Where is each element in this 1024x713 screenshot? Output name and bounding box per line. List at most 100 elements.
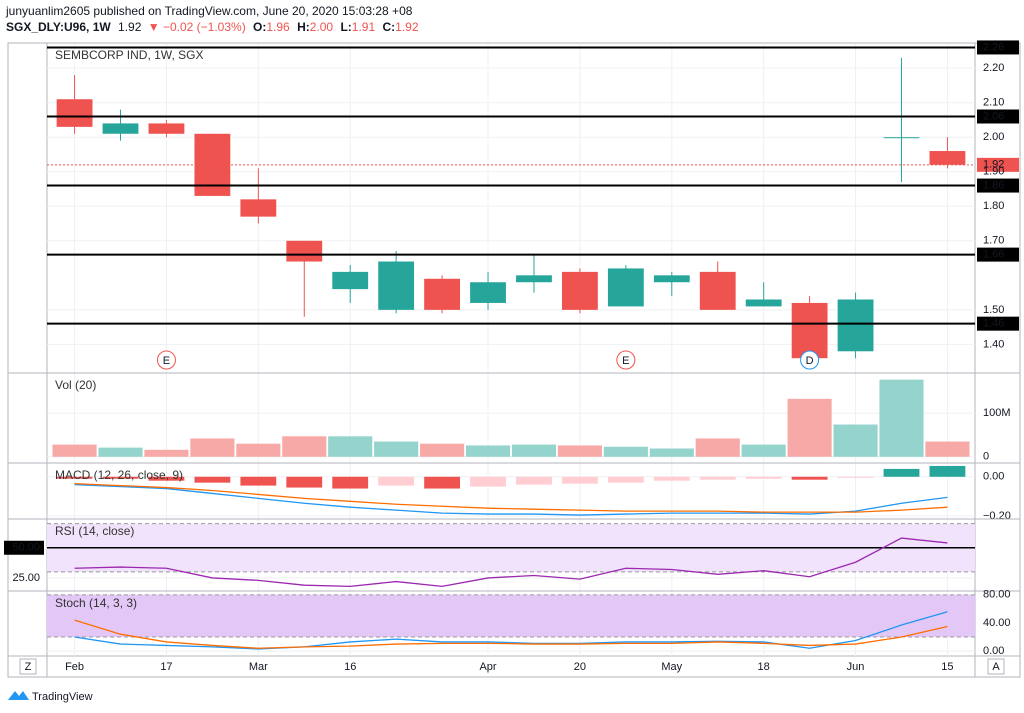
price-label-box bbox=[977, 109, 1019, 124]
volume-bar bbox=[52, 444, 97, 457]
y-tick-label: −0.20 bbox=[983, 510, 1011, 522]
histogram-bar bbox=[194, 476, 231, 483]
y-tick-label: 80.00 bbox=[983, 589, 1011, 601]
candle-body bbox=[148, 123, 185, 134]
histogram-bar bbox=[607, 476, 644, 483]
ohlc-value: 1.96 bbox=[266, 20, 290, 34]
volume-bar bbox=[557, 445, 602, 457]
event-label: E bbox=[163, 355, 170, 367]
x-tick-label: 16 bbox=[344, 661, 356, 673]
histogram-bar bbox=[929, 465, 966, 477]
histogram-bar bbox=[148, 476, 185, 481]
candle-body bbox=[653, 275, 690, 283]
price-label: 2.06 bbox=[983, 110, 1004, 122]
histogram-bar bbox=[561, 476, 598, 484]
histogram-bar bbox=[332, 476, 369, 489]
price-label: 2.26 bbox=[983, 41, 1004, 53]
y-tick-label: 1.90 bbox=[983, 166, 1004, 178]
candle-body bbox=[378, 261, 415, 310]
volume-bar bbox=[695, 438, 740, 457]
button-label[interactable]: A bbox=[992, 661, 1000, 673]
y-tick-label: 2.20 bbox=[983, 62, 1004, 74]
histogram-bar bbox=[699, 476, 736, 480]
y-tick-label: 0.00 bbox=[983, 471, 1004, 483]
histogram-bar bbox=[56, 476, 93, 479]
volume-bar bbox=[465, 445, 511, 457]
ohlc-key: C: bbox=[382, 20, 395, 34]
histogram-bar bbox=[102, 476, 139, 479]
candle-body bbox=[745, 299, 782, 307]
candle-body bbox=[332, 271, 369, 290]
price-label: 1.46 bbox=[983, 318, 1004, 330]
volume-bar bbox=[144, 449, 189, 457]
price-label: 50.00 bbox=[12, 542, 40, 554]
volume-bar bbox=[374, 441, 419, 457]
histogram-bar bbox=[286, 476, 323, 488]
histogram-bar bbox=[240, 476, 277, 486]
brand: TradingView bbox=[32, 691, 93, 703]
histogram-bar bbox=[837, 476, 874, 478]
auto-button[interactable] bbox=[987, 658, 1005, 675]
candle-body bbox=[240, 199, 277, 217]
y-tick-label: 2.10 bbox=[983, 97, 1004, 109]
ohlc-value: 2.00 bbox=[310, 20, 334, 34]
x-tick-label: 17 bbox=[160, 661, 172, 673]
d-line bbox=[74, 619, 948, 649]
histogram-bar bbox=[470, 476, 506, 487]
frame bbox=[7, 42, 1021, 678]
y-tick-label: 100M bbox=[983, 407, 1011, 419]
y-tick-label: 1.40 bbox=[983, 338, 1004, 350]
volume-bar bbox=[925, 441, 970, 457]
event-marker bbox=[800, 350, 820, 370]
button-label[interactable]: Z bbox=[25, 661, 32, 673]
x-tick-label: May bbox=[661, 661, 682, 673]
volume-bar bbox=[282, 436, 327, 457]
candle-body bbox=[929, 151, 966, 165]
x-tick-label: Feb bbox=[65, 661, 84, 673]
y-tick-label: 1.50 bbox=[983, 304, 1004, 316]
candle-body bbox=[470, 282, 506, 303]
k-line bbox=[74, 611, 948, 650]
band bbox=[47, 594, 975, 638]
x-tick-label: Jun bbox=[847, 661, 865, 673]
ohlc-key: H: bbox=[297, 20, 310, 34]
x-tick-label: Apr bbox=[479, 661, 496, 673]
y-tick-label: 0.00 bbox=[983, 645, 1004, 657]
candle-body bbox=[286, 240, 323, 262]
volume-bar bbox=[98, 447, 143, 457]
candle-body bbox=[102, 123, 139, 134]
price-label-box bbox=[4, 540, 44, 555]
change: ▼ −0.02 (−1.03%) bbox=[148, 20, 246, 34]
event-marker bbox=[156, 350, 176, 370]
ohlc-value: 1.91 bbox=[352, 20, 376, 34]
volume-bar bbox=[649, 448, 694, 457]
candle-body bbox=[424, 278, 461, 310]
candle-body bbox=[837, 299, 874, 352]
x-tick-label: 18 bbox=[758, 661, 770, 673]
volume-bar bbox=[236, 443, 281, 457]
candle-body bbox=[56, 99, 93, 127]
candle-body bbox=[607, 268, 644, 307]
volume-bar bbox=[833, 424, 878, 457]
volume-bar bbox=[741, 444, 786, 457]
price-label-box bbox=[977, 178, 1019, 193]
candle-body bbox=[516, 275, 552, 283]
rsi-line bbox=[74, 537, 948, 588]
event-label: D bbox=[806, 355, 814, 367]
volume-bar bbox=[190, 438, 235, 457]
volume-bar bbox=[787, 398, 832, 457]
histogram-bar bbox=[883, 468, 920, 477]
y-tick-label: 2.00 bbox=[983, 131, 1004, 143]
volume-bar bbox=[603, 446, 648, 457]
y-tick-label: 1.70 bbox=[983, 235, 1004, 247]
price-label: 1.92 bbox=[983, 159, 1004, 171]
candle-body bbox=[791, 302, 828, 359]
y-tick-label: 25.00 bbox=[12, 572, 40, 584]
signal-line bbox=[74, 482, 948, 513]
histogram-bar bbox=[516, 476, 552, 485]
scale-button[interactable] bbox=[19, 658, 37, 675]
histogram-bar bbox=[653, 476, 690, 481]
price-label-box bbox=[977, 247, 1019, 262]
